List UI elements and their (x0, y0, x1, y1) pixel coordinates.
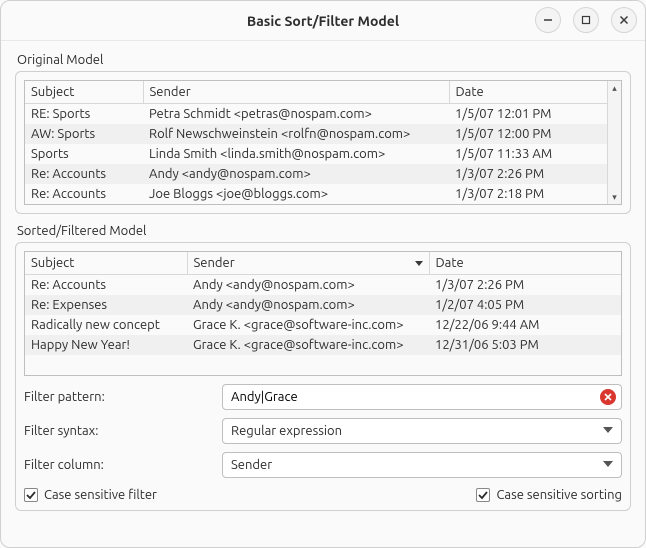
main-window: Basic Sort/Filter Model Original Model S… (0, 0, 646, 548)
cell: Andy <andy@nospam.com> (187, 275, 429, 296)
scroll-up-icon: ▴ (612, 81, 617, 95)
cell: 1/3/07 2:26 PM (449, 164, 607, 184)
checkbox-box (476, 488, 490, 502)
original-col-date[interactable]: Date (449, 81, 607, 104)
sort-indicator-icon (415, 256, 423, 270)
cell: Joe Bloggs <joe@bloggs.com> (143, 184, 449, 204)
filter-pattern-input[interactable] (222, 384, 622, 410)
cell: 12/22/06 9:44 AM (429, 315, 621, 335)
sorted-col-subject[interactable]: Subject (25, 252, 187, 275)
minimize-icon (542, 14, 554, 26)
table-row[interactable]: Radically new concept Grace K. <grace@so… (25, 315, 621, 335)
close-icon (618, 14, 630, 26)
cell: AW: Sports (25, 124, 143, 144)
clear-icon (604, 393, 612, 401)
filter-syntax-combo[interactable]: Regular expression (222, 418, 622, 444)
case-filter-checkbox[interactable]: Case sensitive filter (24, 488, 157, 502)
cell: 1/3/07 2:18 PM (449, 184, 607, 204)
filter-syntax-row: Filter syntax: Regular expression (24, 418, 622, 444)
cell: 12/31/06 5:03 PM (429, 335, 621, 355)
table-row[interactable]: RE: Sports Petra Schmidt <petras@nospam.… (25, 104, 607, 125)
maximize-button[interactable] (573, 7, 599, 33)
original-col-subject[interactable]: Subject (25, 81, 143, 104)
cell: 1/2/07 4:05 PM (429, 295, 621, 315)
filter-syntax-label: Filter syntax: (24, 424, 214, 438)
titlebar: Basic Sort/Filter Model (1, 1, 645, 41)
table-row-empty (25, 355, 621, 375)
sorted-table: Subject Sender Date Re: Accoun (25, 252, 621, 375)
cell: Radically new concept (25, 315, 187, 335)
filter-column-label: Filter column: (24, 458, 214, 472)
cell: Rolf Newschweinstein <rolfn@nospam.com> (143, 124, 449, 144)
cell: Re: Accounts (25, 184, 143, 204)
sorted-model-box: Subject Sender Date Re: Accoun (15, 242, 631, 511)
original-model-label: Original Model (15, 53, 631, 67)
sorted-table-wrap: Subject Sender Date Re: Accoun (24, 251, 622, 376)
table-row[interactable]: Happy New Year! Grace K. <grace@software… (25, 335, 621, 355)
check-icon (26, 490, 36, 500)
cell: 1/5/07 11:33 AM (449, 144, 607, 164)
table-row[interactable]: Re: Accounts Joe Bloggs <joe@bloggs.com>… (25, 184, 607, 204)
filter-column-value: Sender (231, 458, 272, 472)
original-col-sender[interactable]: Sender (143, 81, 449, 104)
cell: Re: Expenses (25, 295, 187, 315)
original-table-wrap: Subject Sender Date RE: Sports Petra Sch… (24, 80, 622, 205)
filter-column-combo[interactable]: Sender (222, 452, 622, 478)
checkbox-box (24, 488, 38, 502)
cell: Sports (25, 144, 143, 164)
window-controls (535, 7, 637, 33)
sorted-col-sender[interactable]: Sender (187, 252, 429, 275)
cell: Grace K. <grace@software-inc.com> (187, 315, 429, 335)
original-scrollbar[interactable]: ▴ ▾ (607, 81, 621, 204)
table-row[interactable]: AW: Sports Rolf Newschweinstein <rolfn@n… (25, 124, 607, 144)
checkbox-row: Case sensitive filter Case sensitive sor… (24, 488, 622, 502)
cell: Grace K. <grace@software-inc.com> (187, 335, 429, 355)
clear-filter-button[interactable] (600, 389, 616, 405)
filter-pattern-label: Filter pattern: (24, 390, 214, 404)
scroll-down-icon: ▾ (612, 190, 617, 204)
minimize-button[interactable] (535, 7, 561, 33)
cell: Andy <andy@nospam.com> (187, 295, 429, 315)
original-model-box: Subject Sender Date RE: Sports Petra Sch… (15, 71, 631, 214)
cell: Andy <andy@nospam.com> (143, 164, 449, 184)
filter-column-row: Filter column: Sender (24, 452, 622, 478)
table-row[interactable]: Re: Expenses Andy <andy@nospam.com> 1/2/… (25, 295, 621, 315)
maximize-icon (580, 14, 592, 26)
sorted-col-date[interactable]: Date (429, 252, 621, 275)
chevron-down-icon (603, 458, 613, 472)
original-model-group: Original Model Subject Sender Date RE: S… (15, 53, 631, 214)
filter-syntax-value: Regular expression (231, 424, 342, 438)
cell: 1/5/07 12:00 PM (449, 124, 607, 144)
case-sort-label: Case sensitive sorting (496, 488, 622, 502)
chevron-down-icon (603, 424, 613, 438)
cell: Happy New Year! (25, 335, 187, 355)
sorted-model-group: Sorted/Filtered Model Subject Sender (15, 224, 631, 533)
close-button[interactable] (611, 7, 637, 33)
table-row[interactable]: Re: Accounts Andy <andy@nospam.com> 1/3/… (25, 275, 621, 296)
case-filter-label: Case sensitive filter (44, 488, 157, 502)
window-title: Basic Sort/Filter Model (247, 13, 399, 29)
cell: 1/5/07 12:01 PM (449, 104, 607, 125)
content: Original Model Subject Sender Date RE: S… (1, 41, 645, 547)
check-icon (478, 490, 488, 500)
cell: 1/3/07 2:26 PM (429, 275, 621, 296)
cell: Linda Smith <linda.smith@nospam.com> (143, 144, 449, 164)
cell: Re: Accounts (25, 275, 187, 296)
filter-pattern-input-wrap (222, 384, 622, 410)
table-row[interactable]: Re: Accounts Andy <andy@nospam.com> 1/3/… (25, 164, 607, 184)
original-table: Subject Sender Date RE: Sports Petra Sch… (25, 81, 607, 204)
cell: Re: Accounts (25, 164, 143, 184)
sorted-col-sender-label: Sender (194, 256, 235, 270)
sorted-model-label: Sorted/Filtered Model (15, 224, 631, 238)
filter-pattern-row: Filter pattern: (24, 384, 622, 410)
table-row[interactable]: Sports Linda Smith <linda.smith@nospam.c… (25, 144, 607, 164)
case-sort-checkbox[interactable]: Case sensitive sorting (476, 488, 622, 502)
cell: RE: Sports (25, 104, 143, 125)
cell: Petra Schmidt <petras@nospam.com> (143, 104, 449, 125)
